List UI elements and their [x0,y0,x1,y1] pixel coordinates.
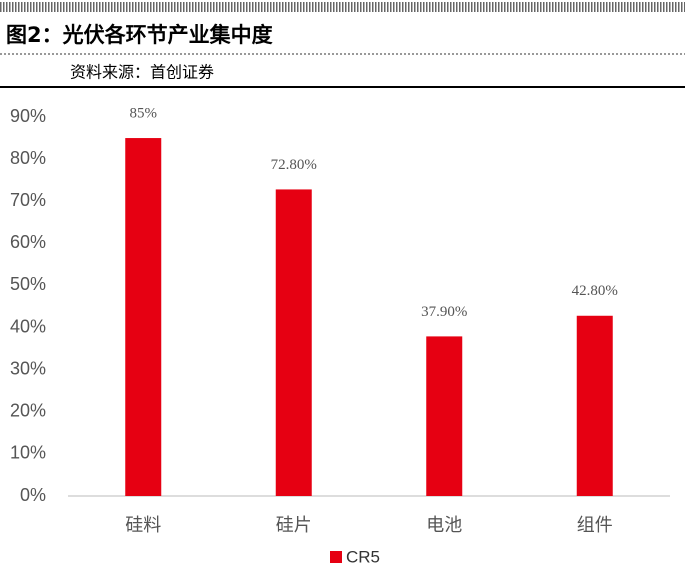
legend-swatch [330,551,342,563]
y-tick-label: 50% [10,274,46,294]
y-tick-label: 10% [10,443,46,463]
legend-label: CR5 [346,547,380,566]
x-tick-label: 硅料 [125,515,161,536]
y-tick-label: 0% [20,485,46,505]
x-tick-label: 电池 [426,515,462,536]
y-tick-label: 40% [10,316,46,336]
y-tick-label: 30% [10,358,46,378]
data-label: 85% [130,105,158,121]
bar [576,315,613,496]
source: 资料来源：首创证券 [70,63,214,82]
y-tick-label: 70% [10,190,46,210]
y-tick-label: 20% [10,401,46,421]
x-tick-label: 组件 [577,515,613,536]
y-tick-label: 80% [10,148,46,168]
data-label: 42.80% [572,283,618,299]
chart-title: 图2：光伏各环节产业集中度 [6,23,273,47]
data-label: 37.90% [421,304,467,320]
y-tick-label: 90% [10,106,46,126]
data-label: 72.80% [271,157,317,173]
x-tick-label: 硅片 [276,515,312,536]
bar [275,189,312,497]
bar [125,138,162,497]
y-tick-label: 60% [10,232,46,252]
header-band [0,2,685,12]
bar [426,336,463,496]
